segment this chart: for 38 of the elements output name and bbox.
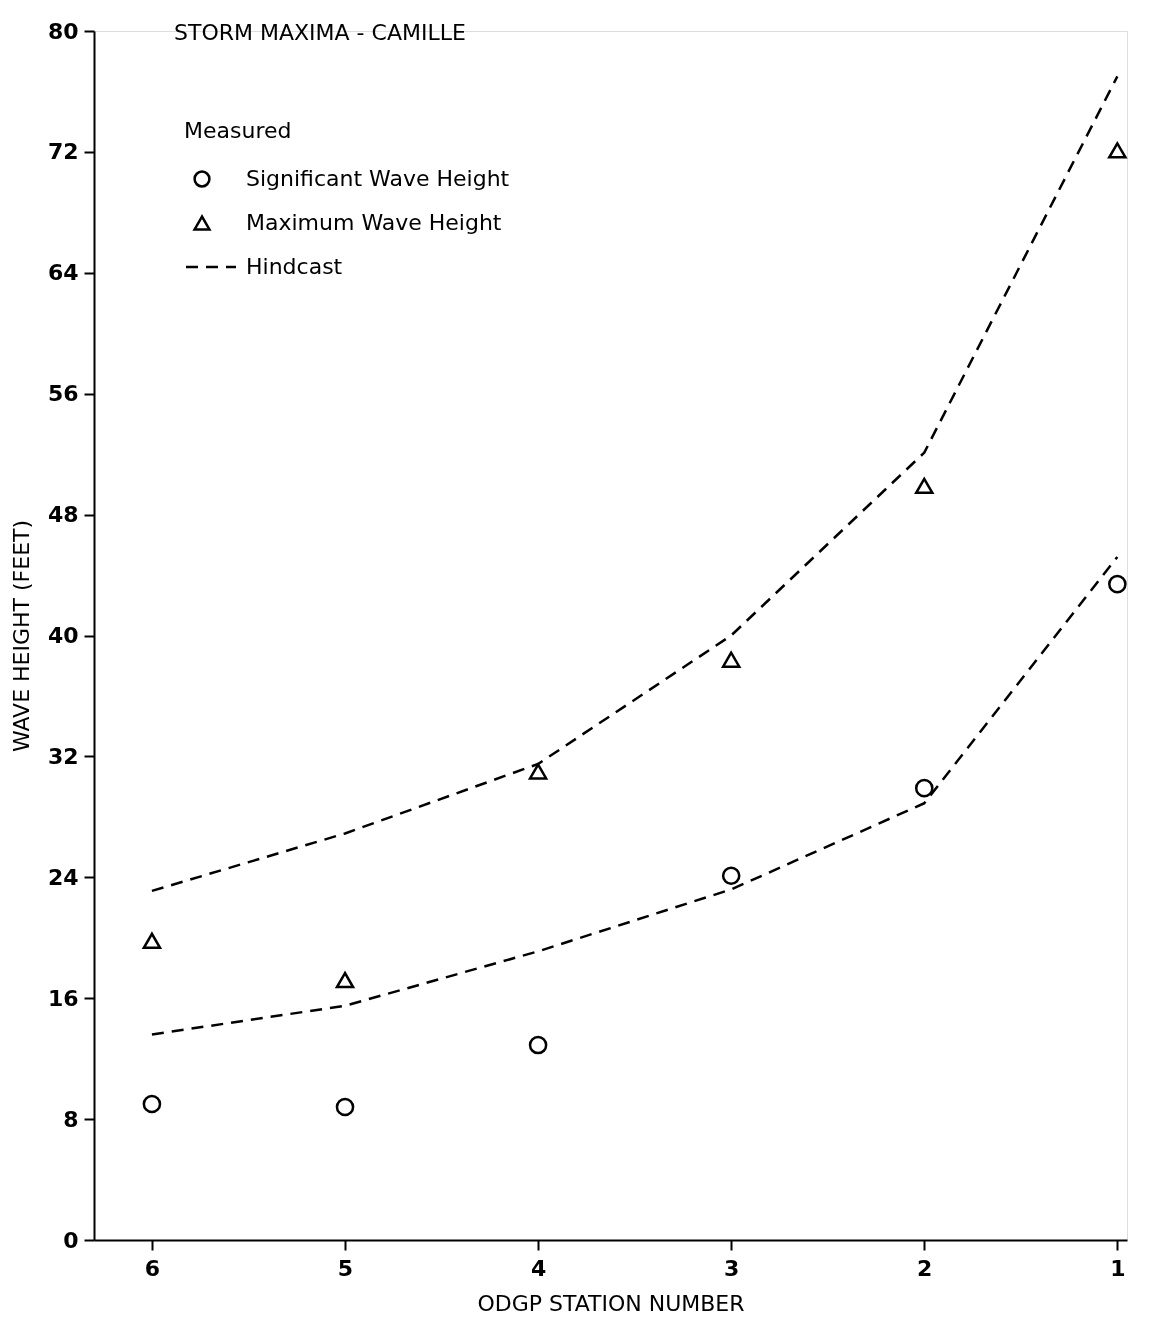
point [142,1094,162,1114]
point [1108,574,1127,594]
legend-label: Maximum Wave Height [246,210,502,235]
y-tick-label: 72 [47,139,79,165]
x-tick-label: 2 [917,1255,933,1281]
legend-label: Significant Wave Height [246,166,510,191]
legend-label: Hindcast [246,254,343,279]
line-series [150,75,1119,893]
point [721,866,741,886]
chart-title: STORM MAXIMA - CAMILLE [174,20,466,45]
y-tick-label: 64 [47,260,79,286]
y-tick-label: 32 [47,743,79,769]
x-tick-label: 3 [724,1255,740,1281]
y-tick-label: 16 [47,985,79,1011]
y-tick-label: 0 [63,1227,79,1253]
point [335,971,355,989]
legend-title: Measured [184,118,292,143]
point [335,1097,355,1117]
x-axis-title: ODGP STATION NUMBER [477,1290,745,1316]
x-tick-label: 6 [144,1255,161,1281]
y-tick-label: 24 [47,864,79,890]
point [142,932,162,949]
y-tick-label: 8 [63,1106,79,1132]
point [721,651,741,668]
y-tick-label: 56 [47,381,79,407]
x-tick-label: 1 [1110,1255,1126,1281]
y-tick-label: 80 [47,18,79,44]
y-axis-title: WAVE HEIGHT (FEET) [8,519,34,753]
line-series [150,555,1119,1036]
y-tick-label: 40 [47,623,79,648]
x-tick-label: 4 [530,1255,547,1281]
y-tick-label: 48 [47,502,79,528]
point [914,778,934,798]
point [528,763,548,780]
x-tick-label: 5 [337,1255,354,1281]
point [1108,142,1127,159]
point [914,477,934,495]
point [528,1035,548,1055]
